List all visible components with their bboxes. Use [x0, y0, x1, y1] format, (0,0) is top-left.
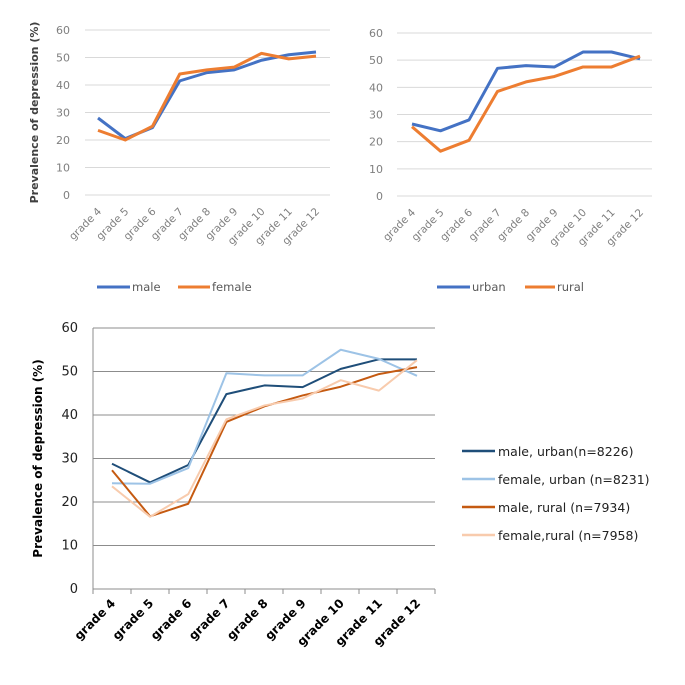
y-tick-label: 20 [61, 495, 78, 510]
y-tick-label: 50 [369, 54, 383, 67]
y-tick-label: 10 [61, 539, 78, 554]
x-tick-label: grade 7 [186, 596, 233, 643]
y-tick-label: 20 [369, 136, 383, 149]
chart-3: 0 10 20 30 40 50 60 Prevalence of depression (%… [31, 321, 650, 649]
x-tick-label: grade 8 [224, 596, 271, 643]
y-tick-label: 0 [63, 189, 70, 202]
y-tick-label: 10 [369, 163, 383, 176]
legend-label: female [212, 280, 252, 294]
series-line-female-1 [97, 51, 317, 142]
y-tick-label: 10 [56, 162, 70, 175]
x-tick-label: grade 5 [110, 596, 157, 643]
y-tick-label: 60 [61, 321, 78, 336]
x-tick-label: grade 4 [72, 596, 119, 643]
y-tick-label: 0 [376, 190, 383, 203]
legend-label: male [132, 280, 161, 294]
chart-1: 0 10 20 30 40 50 60 Prevalence of depression (%… [28, 22, 330, 294]
legend-label: male, urban(n=8226) [498, 444, 634, 459]
y-tick-label: 40 [61, 408, 78, 423]
y-tick-label: 40 [369, 81, 383, 94]
series-line-male-0 [97, 50, 317, 141]
series-line-rural-1 [411, 54, 641, 153]
y-tick-label: 50 [56, 52, 70, 65]
y-tick-label: 50 [61, 365, 78, 380]
legend-label: male, rural (n=7934) [498, 500, 630, 515]
series-line-urban-0 [411, 50, 641, 133]
series-line-female-1 [111, 348, 418, 485]
y-tick-label: 0 [70, 582, 78, 597]
y-tick-label: 60 [369, 27, 383, 40]
series-line-female-3 [111, 359, 418, 518]
y-tick-label: 30 [56, 107, 70, 120]
y-tick-label: 30 [61, 452, 78, 467]
y-tick-label: 20 [56, 134, 70, 147]
x-tick-label: grade 6 [148, 596, 195, 643]
y-tick-label: 40 [56, 79, 70, 92]
y-axis-label: Prevalence of depression (%) [31, 359, 45, 557]
y-axis-label: Prevalence of depression (%) [28, 22, 41, 204]
legend-label: urban [472, 280, 506, 294]
y-tick-label: 60 [56, 24, 70, 37]
legend-label: rural [557, 280, 584, 294]
y-tick-label: 30 [369, 109, 383, 122]
legend-label: female,rural (n=7958) [498, 528, 638, 543]
legend-label: female, urban (n=8231) [498, 472, 650, 487]
series-line-male-0 [111, 358, 417, 484]
